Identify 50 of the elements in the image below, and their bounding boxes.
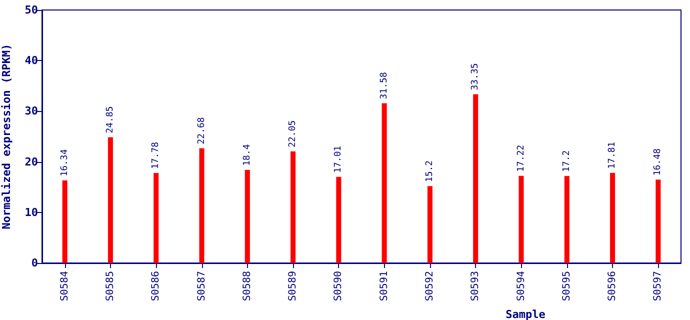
- x-tick-label: S0587: [196, 271, 208, 302]
- bar: [610, 172, 616, 263]
- bar: [108, 137, 113, 263]
- y-tick-label: 20: [24, 155, 38, 168]
- bar: [336, 176, 342, 263]
- y-axis-title: Normalized expression (RPKM): [0, 44, 13, 230]
- bar: [382, 103, 387, 263]
- bar: [244, 170, 250, 263]
- x-tick-label: S0595: [561, 271, 572, 302]
- x-tick-label: S0596: [607, 271, 618, 302]
- x-tick-label: S0589: [288, 271, 299, 302]
- y-tick-label: 30: [24, 104, 38, 118]
- x-tick-label: S0584: [59, 271, 70, 302]
- bar: [62, 180, 68, 263]
- bar: [427, 186, 432, 263]
- data-label: 17.22: [516, 144, 526, 172]
- x-tick-label: S0592: [424, 271, 436, 302]
- bar: [473, 94, 478, 263]
- bar: [199, 148, 204, 263]
- bar: [656, 180, 661, 263]
- bar: [564, 176, 570, 263]
- x-tick-label: S0585: [104, 271, 116, 302]
- data-label: 17.01: [334, 146, 344, 173]
- data-label: 24.85: [105, 106, 116, 134]
- data-label: 16.48: [653, 148, 664, 176]
- y-tick-label: 50: [24, 4, 38, 16]
- x-tick-label: S0588: [242, 271, 253, 302]
- data-label: 16.34: [60, 149, 70, 176]
- x-axis-title: Sample: [506, 308, 546, 320]
- bar: [290, 151, 296, 263]
- x-tick-label: S0594: [516, 271, 527, 302]
- x-tick-label: S0597: [652, 271, 664, 302]
- x-tick-label: S0593: [470, 271, 482, 302]
- data-label: 15.2: [424, 160, 435, 182]
- data-label: 17.78: [151, 142, 162, 170]
- data-label: 22.68: [196, 117, 207, 144]
- data-label: 17.81: [608, 142, 618, 169]
- data-label: 31.58: [379, 72, 390, 100]
- bar: [518, 176, 524, 263]
- data-label: 18.4: [242, 144, 252, 166]
- x-tick-label: S0591: [378, 271, 390, 302]
- x-tick-label: S0590: [333, 271, 344, 302]
- y-tick-label: 10: [24, 206, 38, 219]
- data-label: 33.35: [470, 63, 481, 90]
- y-tick-label: 0: [31, 256, 38, 270]
- y-tick-label: 40: [24, 54, 38, 68]
- data-label: 17.2: [562, 150, 572, 172]
- data-label: 22.05: [288, 120, 298, 148]
- bar: [154, 173, 159, 263]
- x-tick-label: S0586: [150, 271, 162, 302]
